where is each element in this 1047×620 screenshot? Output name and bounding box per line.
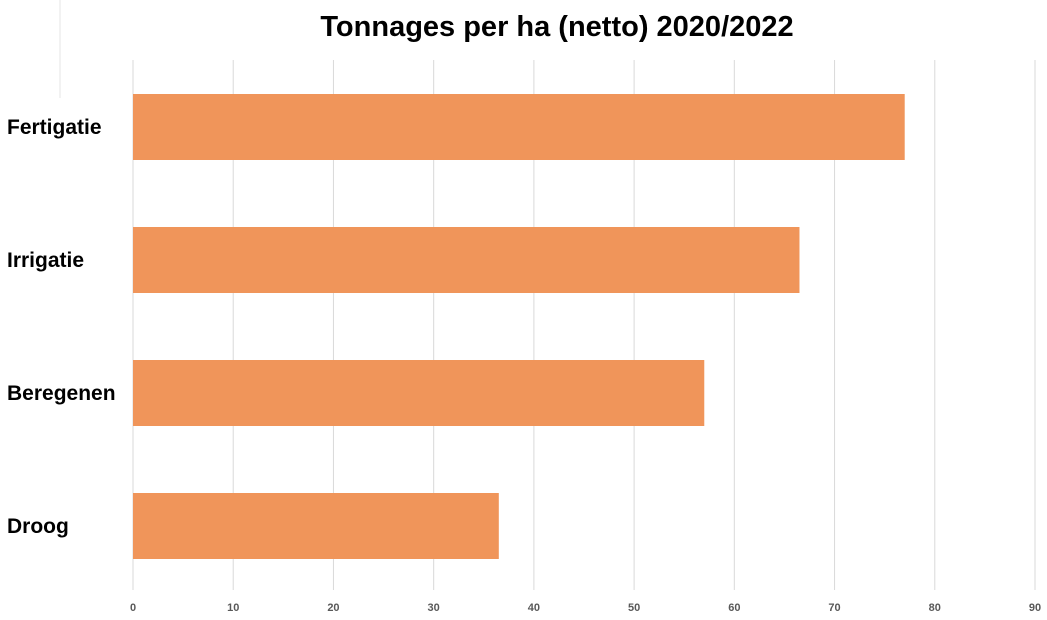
x-tick-label: 20 [327, 602, 339, 614]
x-tick-label: 40 [528, 602, 540, 614]
x-tick-label: 80 [929, 602, 941, 614]
category-label-droog: Droog [7, 515, 69, 538]
x-tick-label: 10 [227, 602, 239, 614]
bar-beregenen [133, 360, 705, 426]
bar-droog [133, 493, 499, 559]
x-tick-label: 0 [130, 602, 136, 614]
bar-fertigatie [133, 94, 905, 160]
bar-irrigatie [133, 227, 800, 293]
x-tick-label: 90 [1029, 602, 1041, 614]
x-axis-tick-labels: 0 10 20 30 40 50 60 70 80 90 [130, 602, 1041, 614]
x-tick-label: 70 [828, 602, 840, 614]
bars [133, 94, 905, 559]
x-tick-label: 30 [428, 602, 440, 614]
category-label-beregenen: Beregenen [7, 382, 116, 405]
category-label-irrigatie: Irrigatie [7, 249, 84, 272]
chart-title: Tonnages per ha (netto) 2020/2022 [320, 11, 793, 43]
category-labels: Fertigatie Irrigatie Beregenen Droog [7, 116, 116, 538]
x-tick-label: 60 [728, 602, 740, 614]
category-label-fertigatie: Fertigatie [7, 116, 102, 139]
x-tick-label: 50 [628, 602, 640, 614]
